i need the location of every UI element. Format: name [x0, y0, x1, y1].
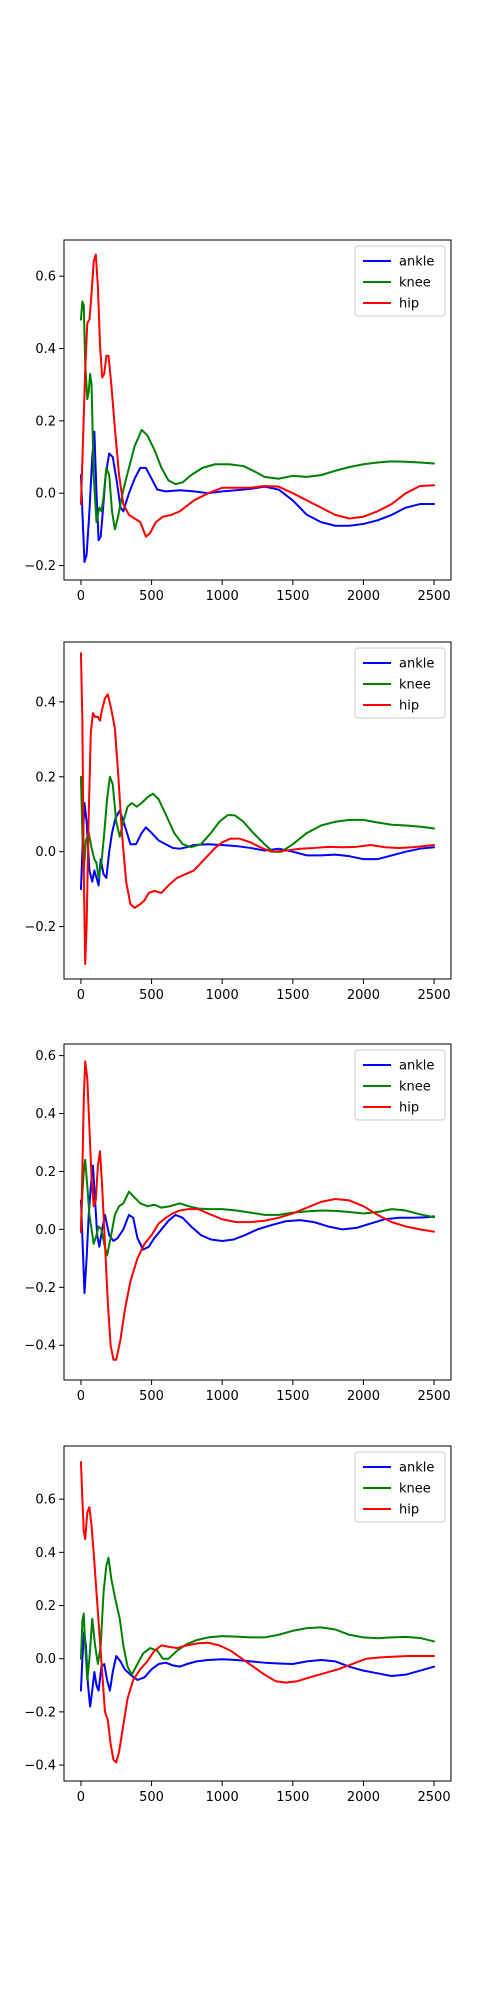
legend-label-ankle: ankle [399, 1059, 434, 1074]
x-tick-label: 2500 [418, 1790, 451, 1805]
x-tick-label: 1500 [276, 1790, 309, 1805]
x-tick-label: 500 [139, 1790, 164, 1805]
y-tick-label: 0.2 [35, 1165, 56, 1180]
legend-label-ankle: ankle [399, 1461, 434, 1476]
y-tick-label: 0.4 [35, 342, 56, 357]
x-tick-label: 2000 [347, 1389, 380, 1404]
y-tick-label: 0.4 [35, 695, 56, 710]
y-tick-label: −0.4 [24, 1759, 56, 1774]
series-line-knee [79, 1556, 436, 1681]
x-tick-label: 0 [77, 589, 85, 604]
y-tick-label: −0.2 [24, 920, 56, 935]
y-tick-label: 0.2 [35, 770, 56, 785]
legend-box [354, 1451, 446, 1523]
x-tick-label: 500 [139, 1389, 164, 1404]
legend-label-knee: knee [399, 1482, 431, 1497]
y-tick-label: −0.4 [24, 1339, 56, 1354]
x-tick-label: 1000 [206, 988, 239, 1003]
x-tick-label: 2000 [347, 988, 380, 1003]
series-line-ankle [79, 1631, 436, 1708]
legend-box [354, 647, 446, 719]
legend: ankle knee hip [354, 1049, 446, 1121]
x-tick-label: 1500 [276, 1389, 309, 1404]
chart-1: 0 500 1000 1500 2000 2500 −0.2 0.0 0.2 0.4 0.6 ankl… [24, 239, 452, 604]
legend-label-hip: hip [399, 1101, 419, 1116]
series-line-ankle [79, 1164, 436, 1295]
x-tick-label: 2500 [418, 589, 451, 604]
legend-label-ankle: ankle [399, 657, 434, 672]
x-tick-label: 2500 [418, 1389, 451, 1404]
y-tick-label: 0.0 [35, 1223, 56, 1238]
x-tick-label: 1000 [206, 589, 239, 604]
x-tick-label: 1500 [276, 589, 309, 604]
y-tick-label: −0.2 [24, 559, 56, 574]
legend-box [354, 1049, 446, 1121]
legend-label-ankle: ankle [399, 255, 434, 270]
x-tick-label: 0 [77, 988, 85, 1003]
legend: ankle knee hip [354, 245, 446, 317]
series-line-hip [79, 253, 436, 538]
plot-frame [63, 1043, 452, 1381]
legend-label-hip: hip [399, 699, 419, 714]
x-tick-label: 0 [77, 1389, 85, 1404]
chart-4: 0 500 1000 1500 2000 2500 −0.4 −0.2 0.0 0.2 0.4 0.6… [24, 1445, 452, 1805]
plot-frame [63, 1445, 452, 1782]
y-tick-label: 0.4 [35, 1546, 56, 1561]
y-tick-label: 0.2 [35, 414, 56, 429]
series-line-hip [79, 652, 436, 966]
series-line-ankle [79, 802, 436, 891]
y-tick-label: 0.0 [35, 1652, 56, 1667]
legend-label-hip: hip [399, 297, 419, 312]
y-tick-label: 0.6 [35, 270, 56, 285]
y-tick-label: 0.6 [35, 1493, 56, 1508]
series-line-hip [79, 1460, 436, 1764]
plot-frame [63, 239, 452, 581]
legend-label-knee: knee [399, 276, 431, 291]
y-tick-label: 0.4 [35, 1107, 56, 1122]
y-tick-label: 0.6 [35, 1049, 56, 1064]
y-tick-label: 0.2 [35, 1599, 56, 1614]
y-tick-label: 0.0 [35, 487, 56, 502]
x-tick-label: 1000 [206, 1389, 239, 1404]
x-tick-label: 500 [139, 988, 164, 1003]
x-tick-label: 2000 [347, 589, 380, 604]
legend-box [354, 245, 446, 317]
y-tick-label: 0.0 [35, 845, 56, 860]
x-tick-label: 2500 [418, 988, 451, 1003]
legend-label-hip: hip [399, 1503, 419, 1518]
legend-label-knee: knee [399, 678, 431, 693]
chart-3: 0 500 1000 1500 2000 2500 −0.4 −0.2 0.0 0.2 0.4 0.6… [24, 1043, 452, 1404]
plot-frame [63, 641, 452, 980]
series-line-knee [79, 300, 436, 531]
x-tick-label: 2000 [347, 1790, 380, 1805]
legend: ankle knee hip [354, 1451, 446, 1523]
x-tick-label: 1000 [206, 1790, 239, 1805]
y-tick-label: −0.2 [24, 1281, 56, 1296]
legend: ankle knee hip [354, 647, 446, 719]
chart-2: 0 500 1000 1500 2000 2500 −0.2 0.0 0.2 0.4 ankle kn… [24, 641, 452, 1003]
series-line-hip [79, 1060, 436, 1361]
x-tick-label: 0 [77, 1790, 85, 1805]
y-tick-label: −0.2 [24, 1705, 56, 1720]
series-line-knee [79, 775, 436, 879]
series-line-ankle [79, 430, 436, 563]
x-tick-label: 1500 [276, 988, 309, 1003]
x-tick-label: 500 [139, 589, 164, 604]
legend-label-knee: knee [399, 1080, 431, 1095]
series-line-knee [79, 1158, 436, 1257]
